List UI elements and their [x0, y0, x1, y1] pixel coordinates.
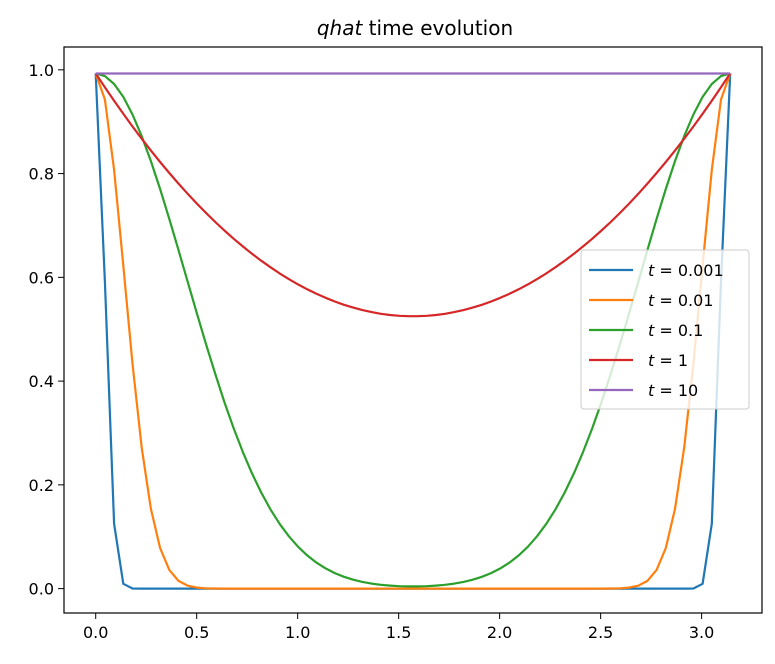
- x-tick-label: 1.5: [386, 623, 411, 642]
- plot-frame: [63, 46, 763, 614]
- legend-entry-label: t = 1: [648, 351, 688, 370]
- y-tick-label: 0.0: [29, 580, 54, 599]
- x-tick-label: 0.5: [184, 623, 209, 642]
- x-tick-label: 2.5: [588, 623, 613, 642]
- y-tick-label: 0.4: [29, 372, 54, 391]
- x-axis-ticks: 0.0 0.5 1.0 1.5 2.0 2.5 3.0: [83, 613, 714, 642]
- y-tick-label: 0.8: [29, 165, 54, 184]
- x-tick-label: 1.0: [285, 623, 310, 642]
- chart-title-italic: qhat: [317, 16, 364, 40]
- chart-title: qhat time evolution: [317, 16, 513, 40]
- legend-entry-label: t = 0.001: [648, 261, 724, 280]
- chart-title-rest: time evolution: [362, 16, 513, 40]
- legend-entry-label: t = 0.01: [648, 291, 713, 310]
- x-tick-label: 3.0: [689, 623, 714, 642]
- series-line-t0_01: [94, 73, 732, 590]
- y-axis-ticks: 0.0 0.2 0.4 0.6 0.8 1.0: [29, 61, 64, 599]
- legend: t = 0.001 t = 0.01 t = 0.1 t = 1 t = 10: [580, 249, 750, 410]
- y-tick-label: 0.2: [29, 476, 54, 495]
- y-tick-label: 1.0: [29, 61, 54, 80]
- legend-entry-label: t = 10: [648, 381, 698, 400]
- y-tick-label: 0.6: [29, 268, 54, 287]
- x-tick-label: 2.0: [487, 623, 512, 642]
- legend-box: [580, 249, 750, 410]
- legend-entry-label: t = 0.1: [648, 321, 703, 340]
- series-line-t1: [94, 72, 732, 318]
- x-tick-label: 0.0: [83, 623, 108, 642]
